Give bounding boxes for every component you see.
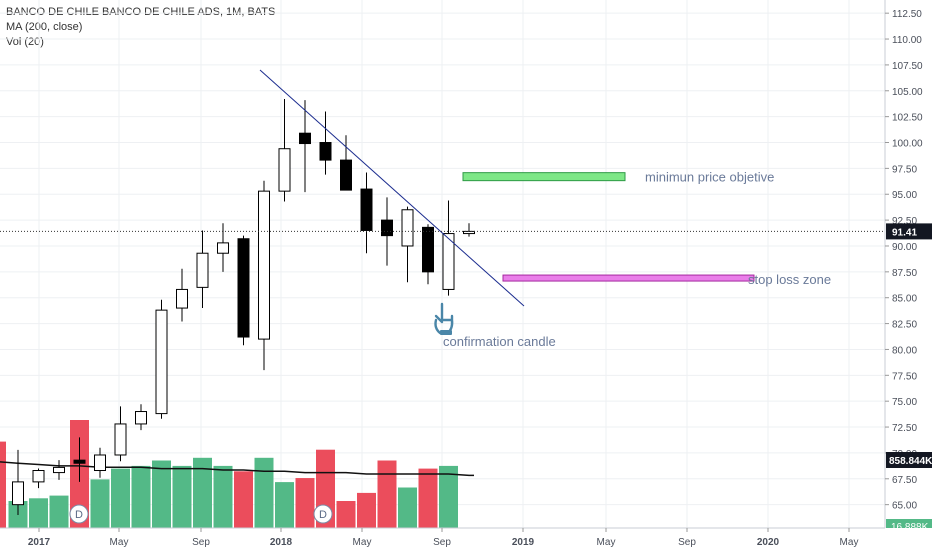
volume-bar: [90, 479, 110, 528]
chart-legend: BANCO DE CHILE BANCO DE CHILE ADS, 1M, B…: [6, 5, 275, 50]
hand-stroke: [434, 302, 454, 335]
candle-body: [176, 288, 188, 309]
y-tick-label: 67.50: [892, 475, 917, 486]
volume-bar: [336, 501, 356, 528]
dividend-marker[interactable]: [69, 504, 89, 524]
legend-ma: MA (200, close): [6, 21, 83, 33]
y-tick-label: 80.00: [892, 345, 917, 356]
chart-grid: [0, 0, 885, 528]
volume-bar: [131, 465, 151, 528]
candle-body: [360, 188, 373, 231]
y-tick-label: 97.50: [892, 164, 917, 175]
stop-loss-zone[interactable]: [502, 274, 755, 282]
candle-body: [114, 423, 127, 456]
x-tick-label: 2020: [757, 537, 780, 548]
volume-bar: [275, 482, 294, 528]
volume-badge-bottom-label: 16.888K: [891, 522, 929, 533]
candle-body: [258, 190, 270, 340]
x-axis-bg: [0, 528, 932, 550]
candle-body: [401, 209, 414, 247]
volume-bar: [254, 457, 274, 528]
candle-body: [12, 481, 24, 506]
price-badge-label: 91.41: [892, 227, 917, 238]
y-tick-label: 105.00: [892, 87, 923, 98]
volume-bar: [29, 498, 48, 528]
x-tick-label: 2017: [28, 537, 51, 548]
volume-bar: [152, 460, 171, 528]
candle-body: [299, 132, 311, 145]
candle-body: [32, 470, 45, 483]
y-tick-label: 112.50: [892, 9, 922, 20]
candles: [12, 99, 475, 515]
volume-bar: [439, 465, 458, 528]
x-tick-label: 2019: [512, 537, 535, 548]
candle-body: [73, 459, 86, 464]
y-tick-label: 65.00: [892, 501, 917, 512]
y-tick-label: 82.50: [892, 320, 917, 331]
price-badge: [886, 223, 932, 240]
candle-body: [217, 242, 229, 254]
y-tick-label: 107.50: [892, 61, 923, 72]
volume-bar: [398, 487, 417, 528]
volume-bar: [357, 492, 376, 528]
volume-bar: [0, 441, 6, 528]
volume-bar: [172, 465, 192, 528]
y-tick-label: 85.00: [892, 294, 917, 305]
y-tick-label: 75.00: [892, 397, 917, 408]
y-tick-label: 90.00: [892, 242, 917, 253]
pointing-hand-icon: [434, 302, 454, 335]
y-tick-label: 100.00: [892, 139, 923, 150]
x-tick-label: Sep: [192, 537, 210, 548]
hand-cuff: [440, 330, 452, 335]
y-tick-label: 102.50: [892, 113, 923, 124]
target-label: minimun price objetive: [645, 170, 774, 185]
volume-bar: [213, 465, 233, 528]
legend-title: BANCO DE CHILE BANCO DE CHILE ADS, 1M, B…: [6, 6, 276, 18]
x-tick-label: Sep: [678, 537, 696, 548]
volume-badge-label: 858.844K: [889, 456, 932, 467]
candle-body: [155, 309, 168, 415]
volume-bar: [234, 471, 253, 528]
candle-body: [135, 411, 147, 425]
x-tick-label: May: [840, 537, 859, 548]
candle-body: [237, 238, 250, 338]
candle-body: [422, 226, 434, 273]
candle-body: [94, 454, 106, 472]
candle-body: [381, 219, 393, 237]
volume-badge: [886, 452, 932, 468]
y-tick-label: 110.00: [892, 35, 922, 46]
y-tick-label: 72.50: [892, 423, 917, 434]
x-tick-label: Sep: [433, 537, 451, 548]
dividend-marker-label: D: [75, 509, 83, 521]
y-tick-label: 77.50: [892, 371, 917, 382]
trendline: [259, 69, 525, 307]
y-tick-label: 95.00: [892, 190, 917, 201]
candle-body: [319, 142, 332, 161]
dividend-marker-label: D: [319, 509, 327, 521]
volume-bar: [111, 468, 130, 528]
dividend-marker[interactable]: [313, 504, 333, 524]
x-tick-label: May: [353, 537, 372, 548]
x-tick-label: 2018: [270, 537, 293, 548]
volume-bar: [418, 468, 438, 528]
candle-body: [196, 252, 209, 288]
stop-label: stop loss zone: [748, 272, 831, 287]
candle-body: [53, 466, 65, 474]
volume-bar: [295, 478, 315, 528]
volume-bar: [193, 457, 212, 528]
x-tick-label: May: [110, 537, 129, 548]
y-tick-label: 87.50: [892, 268, 917, 279]
candle-body: [278, 148, 291, 192]
y-tick-label: 92.50: [892, 216, 917, 227]
candle-body: [340, 159, 352, 191]
x-tick-label: May: [597, 537, 616, 548]
volume-bar: [49, 495, 69, 528]
candle-body: [442, 233, 455, 290]
volume-bar: [377, 460, 397, 528]
confirm-label: confirmation candle: [443, 334, 556, 349]
target-zone[interactable]: [462, 172, 626, 182]
